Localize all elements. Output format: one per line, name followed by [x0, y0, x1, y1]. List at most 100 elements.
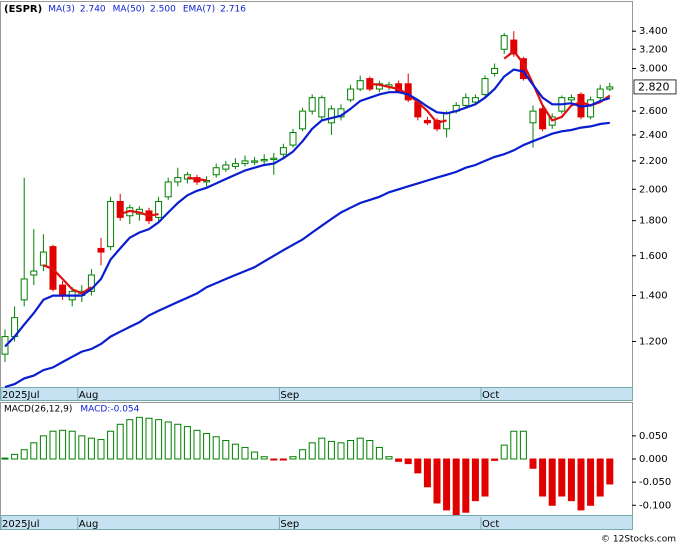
legend-value: 2.500 — [150, 5, 176, 15]
chart-title: (ESPR) — [4, 4, 42, 15]
bar — [155, 419, 163, 460]
bar — [78, 435, 86, 460]
bar — [87, 437, 95, 460]
bar — [59, 429, 67, 460]
candle-body — [289, 131, 297, 146]
y-tick-label: 2.600 — [639, 106, 668, 117]
bar — [423, 458, 431, 488]
bar — [30, 442, 38, 460]
bar — [404, 458, 412, 465]
bar — [279, 458, 287, 461]
bar — [183, 426, 191, 460]
y-tick-label: -0.100 — [639, 500, 671, 511]
candle-body — [155, 200, 163, 218]
bar — [20, 449, 28, 460]
candle-body — [270, 157, 278, 161]
bar — [299, 449, 307, 460]
bar — [548, 458, 556, 506]
candle-body — [183, 174, 191, 180]
candle-body — [164, 181, 172, 198]
bar — [107, 430, 115, 460]
bar — [462, 458, 470, 513]
bar — [327, 440, 335, 460]
price-marker-label: 2.820 — [638, 80, 670, 93]
bar — [68, 430, 76, 460]
candle-body — [107, 200, 115, 248]
x-tick-label: Aug — [79, 390, 99, 401]
bar — [385, 456, 393, 460]
candle-body — [116, 200, 124, 218]
bar — [577, 458, 585, 511]
legend-box — [1, 2, 253, 16]
bar — [356, 437, 364, 460]
x-tick-label: Sep — [280, 390, 299, 401]
bar — [539, 458, 547, 497]
legend-label: MA(3) — [48, 5, 75, 15]
bar — [337, 442, 345, 460]
y-tick-label: 2.400 — [639, 130, 668, 141]
candle-body — [596, 88, 604, 99]
bar — [212, 436, 220, 460]
candle-body — [356, 80, 364, 90]
candle-body — [567, 97, 575, 101]
bar — [241, 446, 249, 460]
y-tick-label: 1.600 — [639, 251, 668, 262]
candle-body — [500, 35, 508, 50]
y-tick-label: 3.400 — [639, 26, 668, 37]
macd-panel — [0, 402, 633, 516]
bar — [529, 458, 537, 469]
x-tick-label: Oct — [482, 390, 499, 401]
candle-body — [20, 278, 28, 301]
candle-body — [347, 88, 355, 101]
bar — [289, 456, 297, 460]
y-tick-label: 0.050 — [639, 431, 668, 442]
line-series — [4, 121, 610, 389]
candle-body — [327, 108, 335, 124]
candle-body — [59, 284, 67, 297]
candle-body — [260, 159, 268, 162]
candle-body — [539, 108, 547, 130]
candle-body — [423, 119, 431, 124]
candle-body — [481, 78, 489, 95]
bar — [481, 458, 489, 497]
bar — [193, 429, 201, 460]
candle-body — [231, 163, 239, 167]
bar — [375, 446, 383, 460]
bar — [558, 458, 566, 497]
bar — [39, 435, 47, 460]
y-tick-label: 1.800 — [639, 216, 668, 227]
candle-body — [241, 160, 249, 165]
bar — [222, 439, 230, 460]
candle-body — [39, 251, 47, 266]
bar — [260, 456, 268, 460]
bar — [491, 458, 499, 461]
bar — [116, 423, 124, 460]
candle-body — [433, 119, 441, 130]
candle-body — [87, 274, 95, 292]
line-series — [4, 68, 611, 348]
x-tick-label: Aug — [79, 519, 99, 530]
bar — [567, 458, 575, 502]
bar — [366, 439, 374, 460]
legend-value: 2.716 — [220, 5, 246, 15]
y-tick-label: 0.000 — [639, 454, 668, 465]
candle-body — [212, 167, 220, 176]
price-panel — [0, 1, 633, 388]
bar — [97, 439, 105, 460]
bar — [500, 444, 508, 460]
bar — [1, 457, 9, 460]
candle-body — [251, 160, 259, 163]
bar — [347, 439, 355, 460]
bar — [443, 458, 451, 511]
y-tick-label: 1.400 — [639, 291, 668, 302]
x-tick-label: 2025Jul — [2, 390, 40, 401]
y-tick-label: -0.050 — [639, 477, 671, 488]
candle-body — [471, 97, 479, 103]
candle-body — [510, 39, 518, 55]
legend-label: MA(50) — [113, 5, 145, 15]
x-tick-label: Sep — [280, 519, 299, 530]
bar — [145, 417, 153, 460]
bar — [164, 421, 172, 460]
candle-body — [174, 177, 182, 183]
candle-body — [606, 86, 614, 90]
